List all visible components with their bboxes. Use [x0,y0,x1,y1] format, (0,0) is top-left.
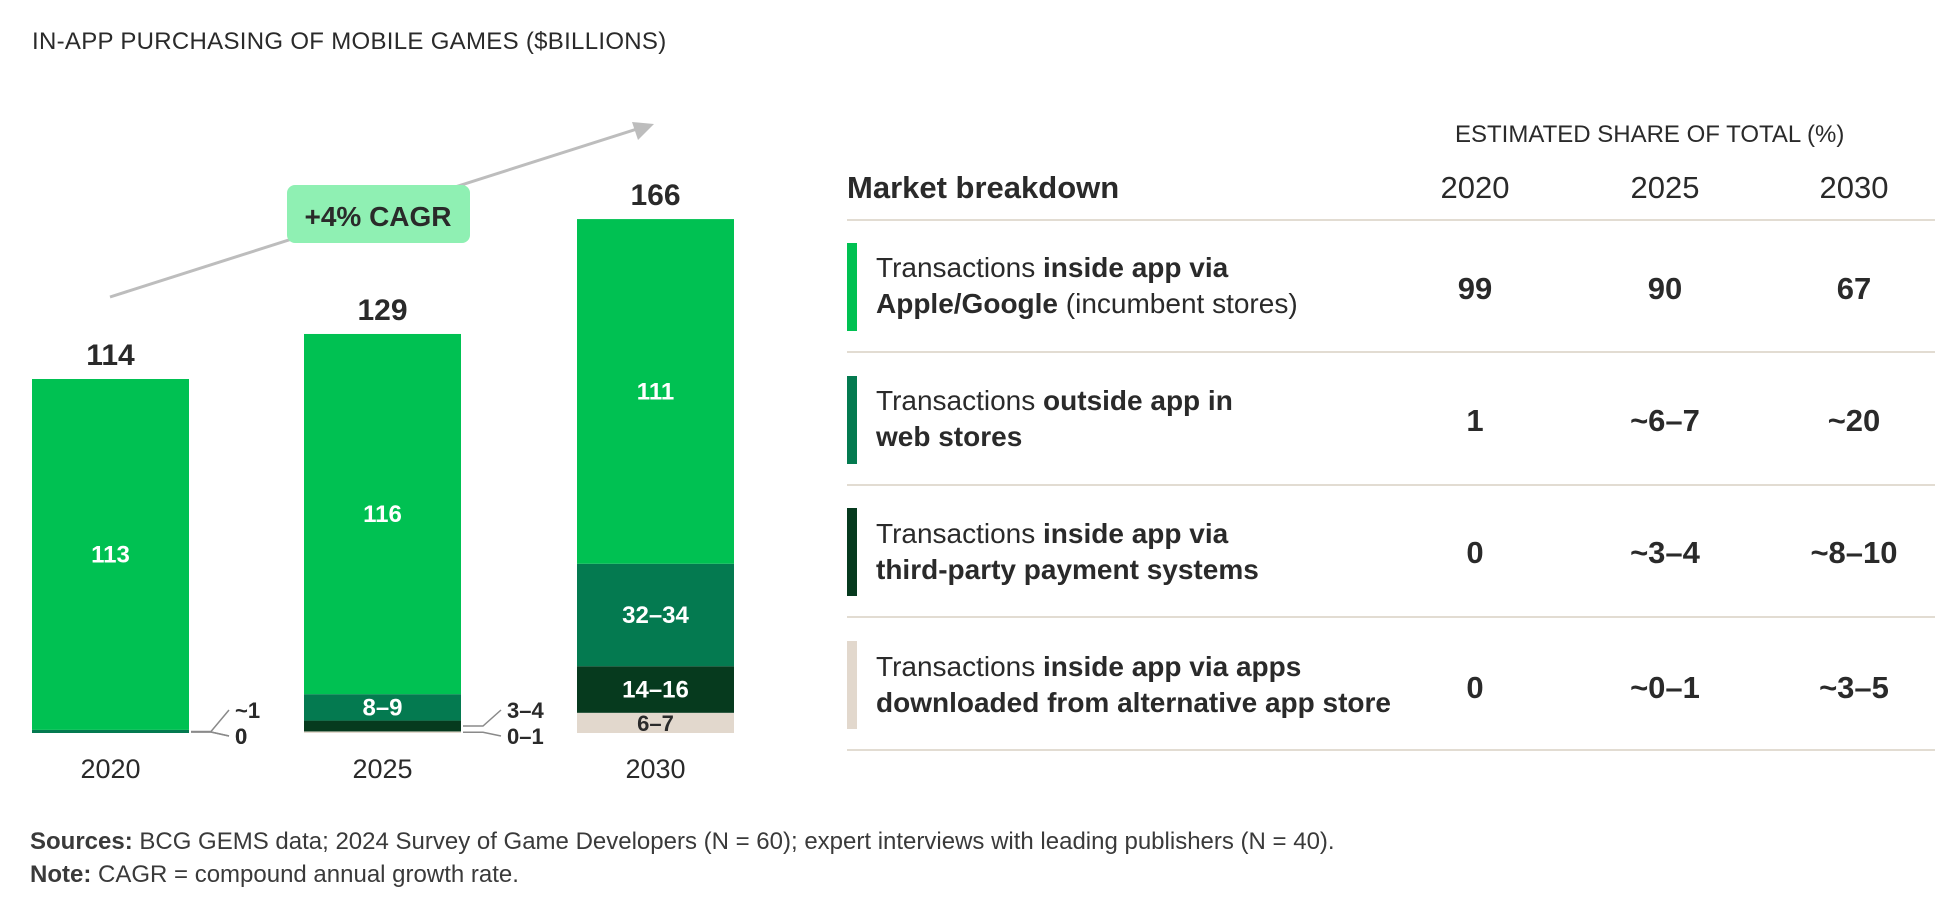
table-cell: ~6–7 [1630,403,1700,438]
table-header: Market breakdown [847,170,1120,205]
cagr-arrowhead [632,122,654,140]
table-year-2025: 2025 [1630,170,1700,205]
table-cell: 67 [1836,271,1872,306]
table-rule [847,219,1935,221]
segment-label: 113 [91,541,130,568]
callout-label: ~1 [235,698,260,723]
row-label-alt-stores: Transactions inside app via apps download… [876,651,1391,718]
table-cell: ~0–1 [1630,670,1700,705]
table-cell: 0 [1466,670,1484,705]
row-label-incumbent: Transactions inside app via Apple/Google … [876,252,1298,319]
bar-segment-alt-stores [304,731,461,733]
table-cell: ~8–10 [1810,535,1898,570]
category-label: 2030 [625,754,685,784]
bar-total-label: 129 [357,294,407,327]
bar-segment-web-stores [304,694,461,721]
table-cell: ~3–5 [1819,670,1889,705]
row-color-bar-alt-stores [847,641,857,729]
bar-segment-web-stores [577,563,734,667]
table-supertitle: ESTIMATED SHARE OF TOTAL (%) [1455,121,1845,148]
segment-label: 116 [363,501,402,528]
row-color-bar-incumbent [847,243,857,331]
segment-label: 8–9 [362,694,402,721]
segment-label: 14–16 [622,677,689,704]
table-cell: 0 [1466,535,1484,570]
table-year-2030: 2030 [1819,170,1889,205]
bar-total-label: 166 [630,179,680,212]
table-rule [847,351,1935,353]
row-label-third-party: Transactions inside app via third-party p… [876,518,1259,585]
table-cell: 1 [1466,403,1484,438]
cagr-badge [287,185,470,243]
bar-segment-third-party [577,666,734,713]
stacked-bar-chart: +4% CAGR1142020113~10012920258–91163–40–… [32,122,734,784]
cagr-label: +4% CAGR [304,201,451,232]
table-cell: ~3–4 [1630,535,1700,570]
callout-label: 0 [235,724,247,749]
row-label-web-stores: Transactions outside app in web stores [876,385,1233,452]
bar-segment-web-stores [32,729,189,733]
table-year-2020: 2020 [1440,170,1510,205]
callout-leader-line [191,731,230,737]
bar-segment-third-party [304,720,461,732]
bar-total-label: 114 [86,339,135,372]
row-color-bar-third-party [847,508,857,596]
callout-label: 0–1 [507,724,544,749]
table-cell: ~20 [1827,403,1881,438]
callout-label: 0 [235,724,247,749]
chart-title: IN-APP PURCHASING OF MOBILE GAMES ($BILL… [32,28,667,55]
bar-segment-incumbent [577,219,734,564]
bar-segment-incumbent [32,379,189,730]
callout-label: 3–4 [507,698,544,723]
segment-label: 111 [637,378,674,405]
note-line: Note: CAGR = compound annual growth rate… [30,861,519,888]
row-color-bar-web-stores [847,376,857,464]
segment-label: 32–34 [622,602,689,629]
table-rule [847,616,1935,618]
callout-leader-line [191,709,230,733]
bar-segment-incumbent [304,333,461,695]
sources-line: Sources: BCG GEMS data; 2024 Survey of G… [30,828,1335,855]
bar-segment-alt-stores [577,712,734,733]
callout-leader-line [463,709,502,727]
table-cell: 99 [1457,271,1493,306]
segment-label: 6–7 [637,711,674,736]
table-cell: 90 [1647,271,1683,306]
category-label: 2025 [352,754,412,784]
table-rule [847,749,1935,751]
category-label: 2020 [80,754,140,784]
callout-leader-line [463,731,502,737]
table-rule [847,484,1935,486]
footer-notes: Sources: BCG GEMS data; 2024 Survey of G… [30,825,1335,891]
